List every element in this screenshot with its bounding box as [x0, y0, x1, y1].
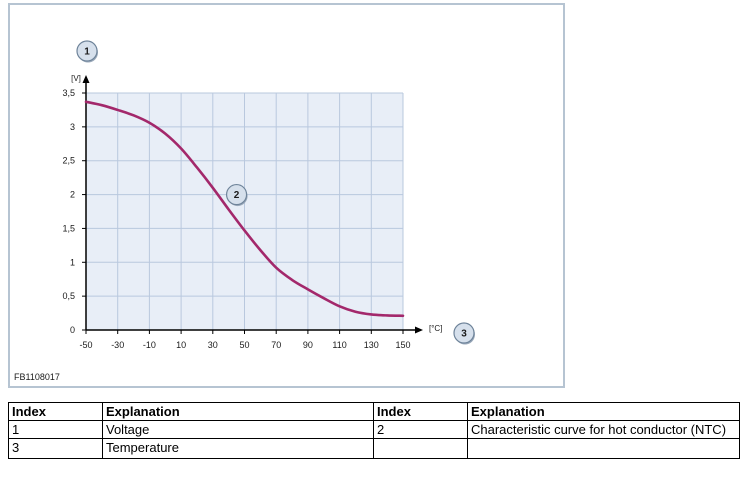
y-tick-label: 3	[70, 122, 75, 132]
y-tick-label: 0	[70, 325, 75, 335]
table-cell	[373, 438, 468, 459]
table-cell: 2	[373, 420, 468, 439]
table-row: 3 Temperature	[8, 438, 740, 459]
header-index-1: Index	[8, 402, 103, 421]
x-axis-arrow	[415, 326, 423, 334]
table-row: 1 Voltage 2 Characteristic curve for hot…	[8, 420, 740, 439]
table-cell: Temperature	[102, 438, 374, 459]
y-tick-label: 1	[70, 257, 75, 267]
x-tick-label: 30	[208, 340, 218, 350]
figure-frame: -50 -30 -10 10 30 50 70 90 110 130 150 0 0,5 1 1,5 2 2,5…	[8, 3, 565, 388]
y-tick-label: 2,5	[62, 156, 75, 166]
callout-3: 3	[453, 322, 475, 345]
callout-1: 1	[76, 40, 98, 63]
x-tick-label: 90	[303, 340, 313, 350]
table-cell: Characteristic curve for hot conductor (…	[467, 420, 740, 439]
axes	[82, 75, 423, 334]
ntc-chart: -50 -30 -10 10 30 50 70 90 110 130 150 0 0,5 1 1,5 2 2,5…	[62, 40, 475, 350]
x-tick-label: -30	[111, 340, 124, 350]
header-index-2: Index	[373, 402, 468, 421]
series-curve	[84, 100, 405, 318]
x-axis-unit: [°C]	[429, 324, 442, 333]
x-tick-label: 150	[395, 340, 410, 350]
figure-code: FB1108017	[14, 372, 60, 382]
table-header-row: Index Explanation Index Explanation	[8, 402, 740, 421]
table-cell: Voltage	[102, 420, 374, 439]
callout-number: 3	[461, 329, 467, 340]
callouts: 1 2 3	[76, 40, 475, 345]
y-tick-label: 3,5	[62, 88, 75, 98]
x-tick-label: 70	[271, 340, 281, 350]
x-tick-label: 50	[239, 340, 249, 350]
callout-number: 1	[84, 47, 90, 58]
y-tick-label: 0,5	[62, 291, 75, 301]
x-tick-label: 130	[364, 340, 379, 350]
table-cell: 1	[8, 420, 103, 439]
callout-circle	[453, 322, 475, 344]
y-tick-label: 1,5	[62, 223, 75, 233]
callout-number: 2	[234, 190, 240, 201]
table-cell: 3	[8, 438, 103, 459]
tick-labels: -50 -30 -10 10 30 50 70 90 110 130 150 0 0,5 1 1,5 2 2,5…	[62, 74, 442, 350]
callout-circle	[225, 183, 248, 206]
callout-circle	[76, 40, 98, 62]
y-axis-unit: [V]	[71, 74, 81, 83]
table-cell	[467, 438, 740, 459]
y-axis-arrow	[82, 75, 90, 83]
header-explanation-2: Explanation	[467, 402, 740, 421]
header-explanation-1: Explanation	[102, 402, 374, 421]
y-tick-label: 2	[70, 190, 75, 200]
index-table: Index Explanation Index Explanation 1 Vo…	[8, 402, 740, 459]
x-tick-label: 110	[332, 340, 346, 350]
callout-2: 2	[225, 183, 248, 207]
x-tick-label: 10	[176, 340, 186, 350]
x-tick-label: -10	[143, 340, 156, 350]
x-tick-label: -50	[79, 340, 92, 350]
ntc-curve-line	[84, 100, 405, 318]
